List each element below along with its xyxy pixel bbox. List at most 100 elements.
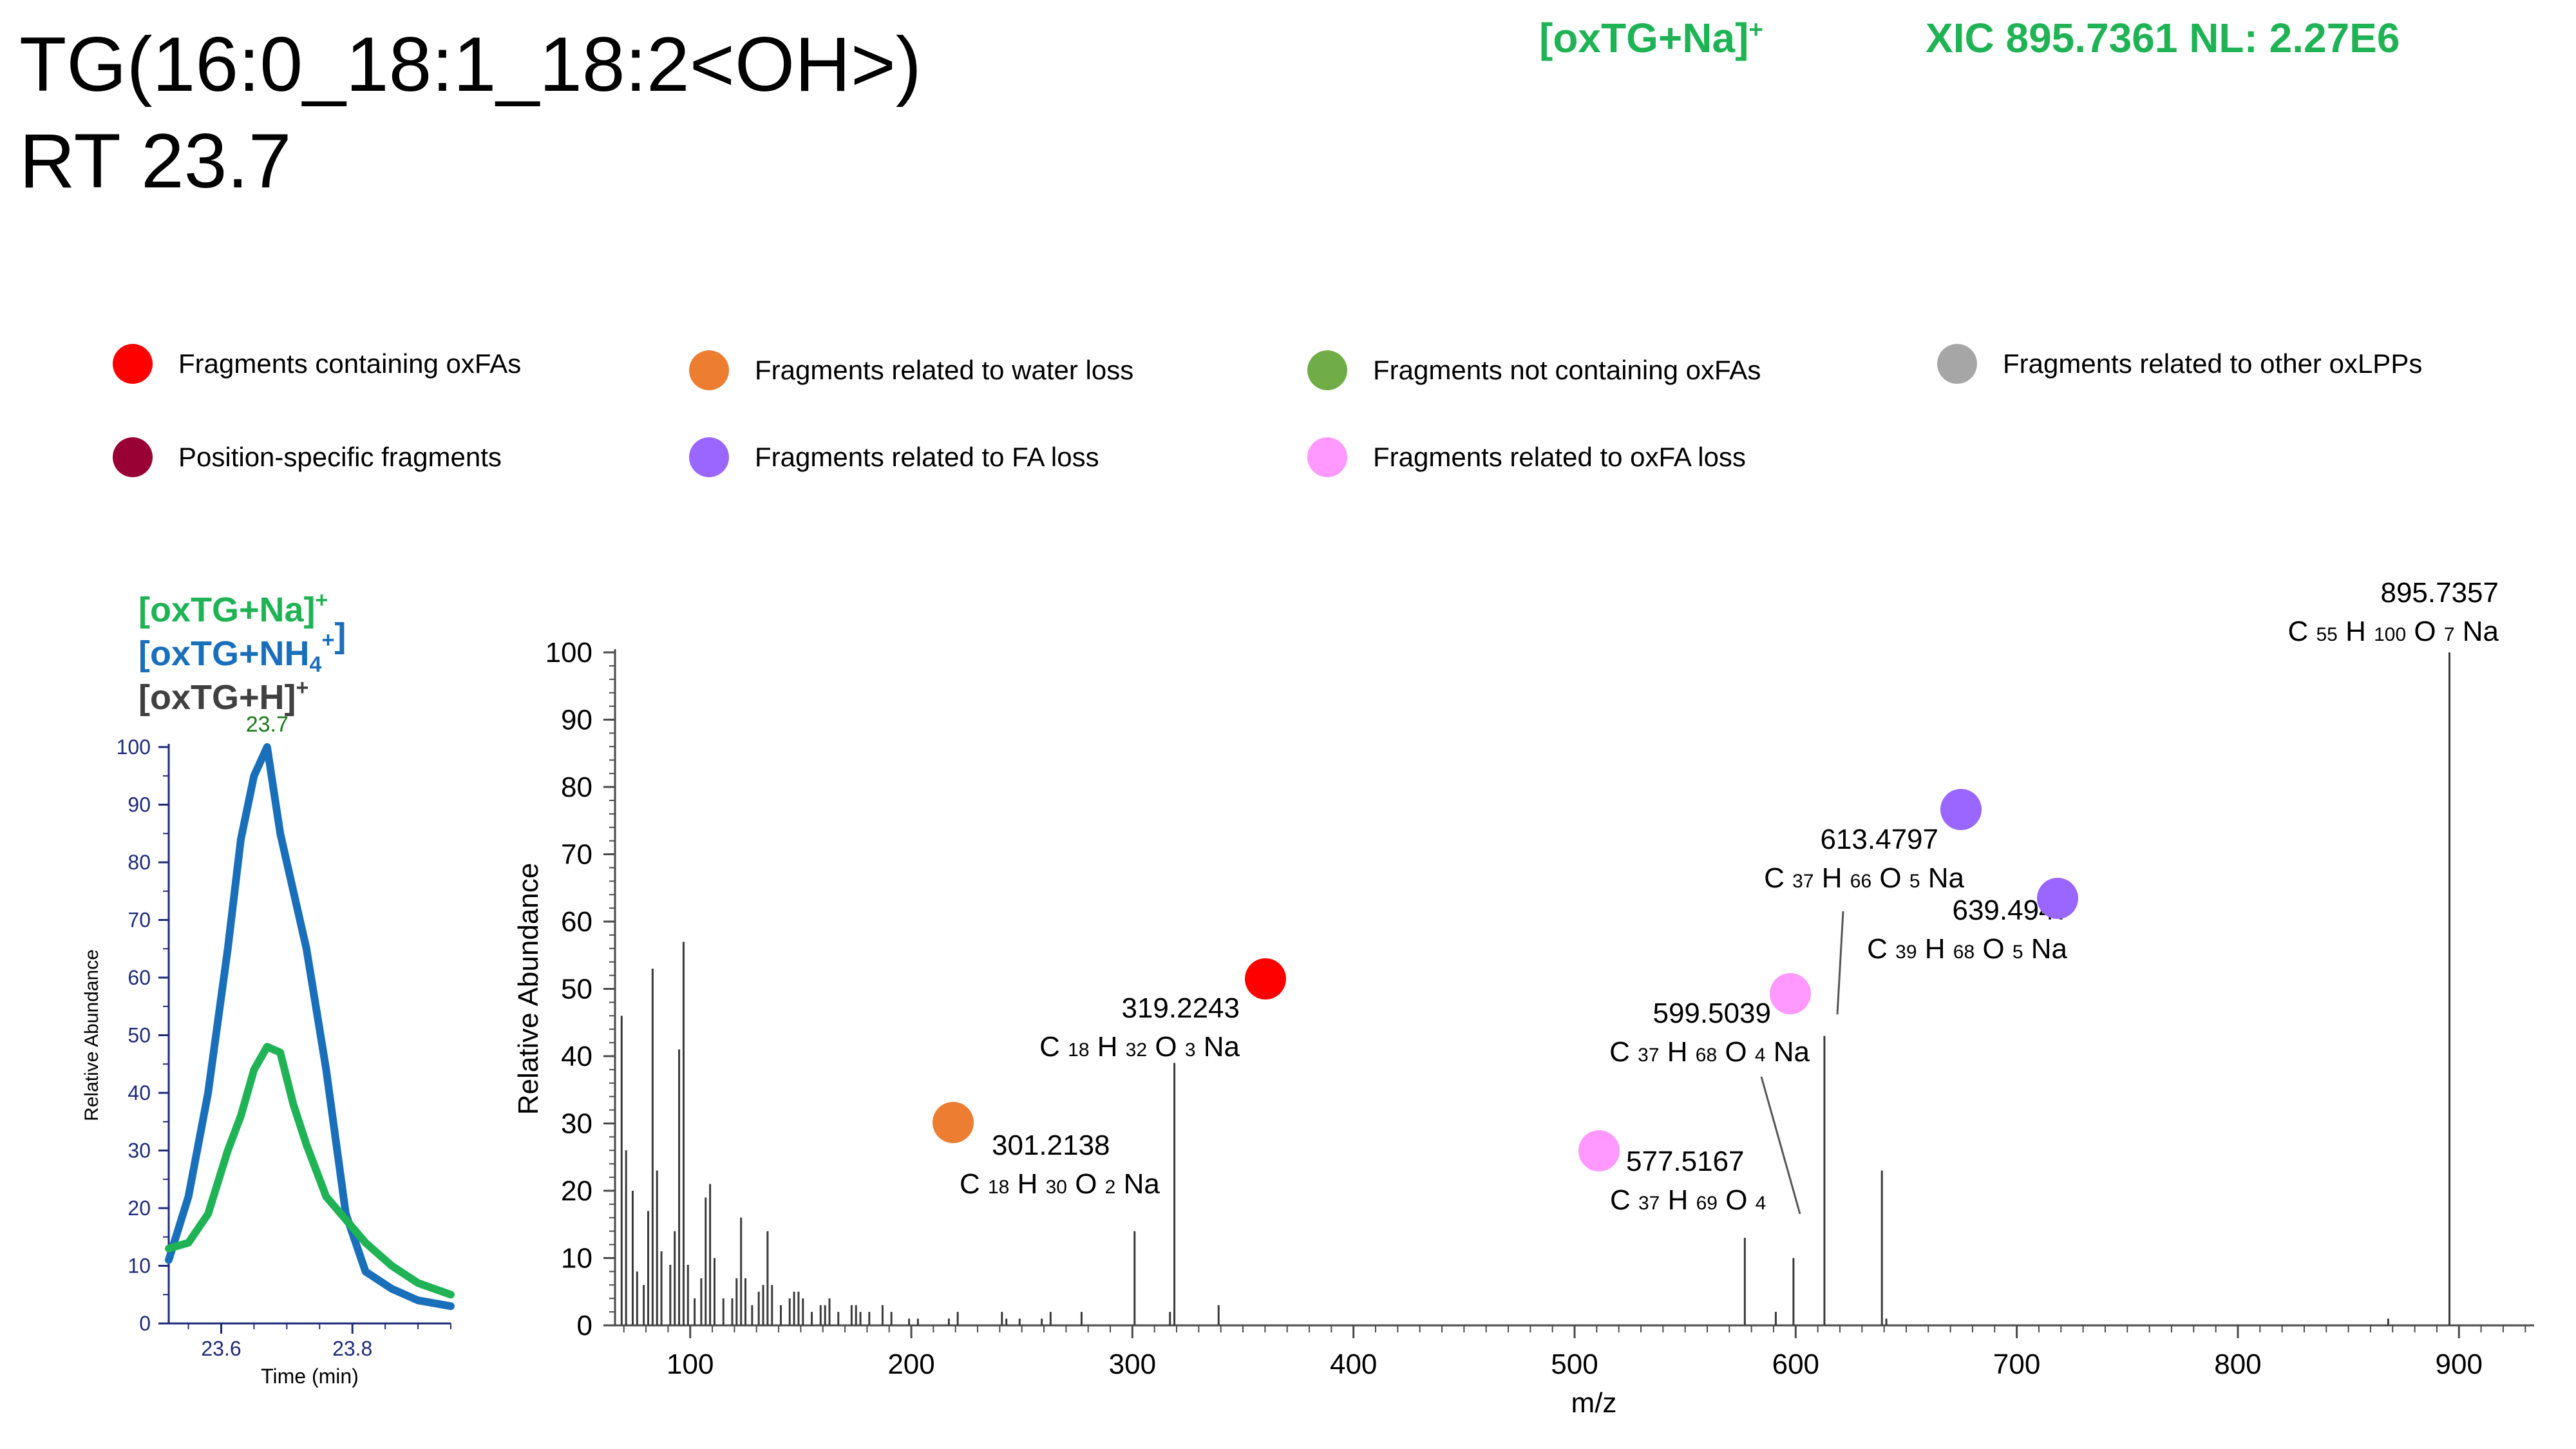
formula-element: O	[1067, 1168, 1105, 1200]
ms-y-tick-label: 0	[577, 1310, 592, 1341]
formula-element: C	[1609, 1036, 1638, 1068]
formula-element: O	[2406, 616, 2444, 647]
header-xic-label: XIC 895.7361 NL: 2.27E6	[1926, 15, 2400, 61]
legend-dot	[113, 344, 153, 384]
legend-item-oxfa-loss: Fragments related to oxFA loss	[1307, 435, 1746, 480]
chrom-y-axis-label: Relative Abundance	[81, 949, 102, 1121]
chrom-y-tick-label: 0	[139, 1312, 151, 1335]
ion-label-text: [oxTG+H]	[138, 678, 296, 717]
legend-item-position-specific: Position-specific fragments	[113, 435, 502, 480]
ms-y-tick-label: 70	[561, 839, 592, 871]
chrom-series-line	[165, 743, 455, 1311]
ms-x-tick-label: 300	[1109, 1349, 1156, 1380]
formula-element: Na	[1920, 862, 1965, 894]
legend-item-water-loss: Fragments related to water loss	[689, 348, 1133, 393]
chrom-y-tick-label: 70	[128, 909, 151, 932]
formula-element: O	[1975, 933, 2012, 965]
ms-y-tick-label: 100	[545, 637, 592, 668]
formula-element: O	[1717, 1036, 1755, 1068]
legend-dot	[689, 437, 729, 477]
legend-dot	[113, 437, 153, 477]
peak-formula-label: C 18 H 30 O 2 Na	[960, 1168, 1160, 1200]
ms-x-tick-label: 700	[1993, 1349, 2040, 1380]
peak-mz-label: 319.2243	[1121, 992, 1240, 1024]
ms-x-tick-label: 200	[887, 1349, 934, 1380]
legend-item-no-oxfa: Fragments not containing oxFAs	[1307, 348, 1761, 393]
chrom-y-tick-label: 40	[128, 1081, 151, 1104]
formula-count: 2	[1105, 1177, 1116, 1198]
fragment-marker	[1245, 958, 1286, 999]
ms-x-tick-label: 100	[667, 1349, 714, 1380]
formula-count: 37	[1638, 1045, 1659, 1066]
ms-y-tick-label: 10	[561, 1243, 592, 1274]
peak-leader-line	[1760, 1076, 1801, 1215]
formula-element: Na	[1766, 1036, 1810, 1068]
formula-count: 4	[1756, 1193, 1766, 1214]
legend-item-other-oxlpps: Fragments related to other oxLPPs	[1937, 341, 2422, 386]
ms-y-tick-label: 20	[561, 1175, 592, 1207]
legend-label: Fragments containing oxFAs	[178, 348, 522, 379]
legend-dot	[1937, 344, 1977, 384]
formula-element: H	[1660, 1184, 1696, 1216]
ion-label-subscript: 4	[310, 652, 322, 677]
formula-element: C	[1039, 1031, 1068, 1063]
formula-count: 68	[1696, 1045, 1717, 1066]
chrom-y-tick-label: 30	[128, 1139, 151, 1162]
legend-label: Fragments related to other oxLPPs	[2003, 348, 2423, 379]
formula-count: 5	[2012, 942, 2023, 963]
ms-y-tick-label: 80	[561, 772, 592, 803]
peak-formula-label: C 18 H 32 O 3 Na	[1039, 1031, 1240, 1063]
chrom-series-line	[165, 1043, 455, 1299]
ion-label-text: [oxTG+Na]	[138, 591, 316, 629]
ms-x-tick-label: 500	[1551, 1349, 1598, 1380]
legend-dot	[1307, 437, 1347, 477]
formula-count: 5	[1909, 871, 1920, 892]
ion-label-text: [oxTG+NH	[138, 634, 310, 673]
formula-element: H	[1917, 933, 1953, 965]
ion-label: [oxTG+NH4+]	[138, 616, 346, 677]
chrom-x-tick-label: 23.6	[201, 1337, 241, 1360]
formula-element: Na	[2023, 933, 2068, 965]
fragment-marker	[933, 1102, 974, 1143]
peak-mz-label: 577.5167	[1626, 1146, 1745, 1177]
ms-y-axis-label: Relative Abundance	[513, 863, 544, 1115]
chrom-y-tick-label: 90	[128, 793, 151, 817]
chrom-y-tick-label: 10	[128, 1255, 151, 1278]
formula-count: 68	[1953, 942, 1975, 963]
formula-element: C	[2287, 616, 2316, 647]
chrom-y-tick-label: 50	[128, 1024, 151, 1047]
formula-element: Na	[2455, 616, 2499, 647]
formula-element: C	[1610, 1184, 1638, 1216]
ms-y-tick-label: 50	[561, 974, 592, 1005]
ion-label: [oxTG+Na]+	[138, 588, 328, 629]
ms-x-tick-label: 900	[2436, 1349, 2483, 1380]
formula-count: 100	[2374, 624, 2406, 645]
ms-y-tick-label: 30	[561, 1108, 592, 1140]
retention-time: RT 23.7	[19, 118, 292, 204]
legend-label: Fragments related to FA loss	[755, 442, 1099, 472]
formula-count: 7	[2444, 624, 2455, 645]
chrom-y-tick-label: 60	[128, 966, 151, 989]
chrom-x-tick-label: 23.8	[332, 1337, 372, 1360]
formula-element: O	[1871, 862, 1909, 894]
legend-label: Fragments related to water loss	[755, 355, 1134, 385]
chrom-x-axis-label: Time (min)	[261, 1365, 359, 1388]
legend-dot	[1307, 350, 1347, 390]
ms-x-tick-label: 400	[1330, 1349, 1377, 1380]
legend-label: Fragments not containing oxFAs	[1373, 355, 1761, 385]
ion-label-bracket: ]	[334, 616, 346, 655]
formula-count: 37	[1638, 1193, 1660, 1214]
peak-mz-label: 895.7357	[2380, 577, 2499, 609]
formula-count: 37	[1792, 871, 1814, 892]
chrom-y-tick-label: 80	[128, 851, 151, 874]
formula-element: C	[1764, 862, 1792, 894]
formula-element: H	[1009, 1168, 1045, 1200]
peak-formula-label: C 37 H 66 O 5 Na	[1764, 862, 1964, 894]
formula-count: 32	[1126, 1039, 1147, 1061]
formula-element: H	[2338, 616, 2374, 647]
formula-count: 4	[1755, 1045, 1766, 1066]
formula-count: 18	[1068, 1039, 1089, 1061]
peak-mz-label: 301.2138	[992, 1130, 1110, 1161]
fragment-marker	[1940, 789, 1982, 830]
formula-element: C	[1867, 933, 1895, 965]
